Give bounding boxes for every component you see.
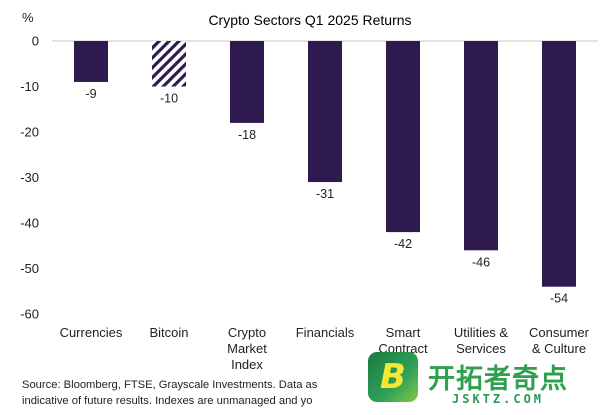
watermark-logo-letter: B [380,357,406,397]
category-label: Bitcoin [149,325,188,340]
category-label: Financials [296,325,355,340]
source-line: Source: Bloomberg, FTSE, Grayscale Inves… [22,379,318,391]
data-label: -54 [550,292,568,306]
data-label: -10 [160,92,178,106]
data-label: -46 [472,255,490,269]
category-label: Services [456,341,506,356]
y-tick-label: -20 [20,125,39,140]
category-label: & Culture [532,341,586,356]
y-tick-label: -30 [20,170,39,185]
y-tick-label: -50 [20,261,39,276]
watermark-url: JSKTZ.COM [452,392,545,406]
category-label: Crypto [228,325,266,340]
y-axis-unit-label: % [22,10,34,25]
y-tick-label: -60 [20,307,39,322]
bar [308,41,342,183]
category-label: Utilities & [454,325,509,340]
category-label: Currencies [60,325,123,340]
y-tick-label: -10 [20,79,39,94]
bar [152,41,186,87]
data-label: -18 [238,128,256,142]
category-label: Smart [386,325,421,340]
data-label: -31 [316,187,334,201]
watermark-logo: B [368,352,418,402]
category-label: Index [231,357,263,370]
bar [542,41,576,287]
source-note: Source: Bloomberg, FTSE, Grayscale Inves… [22,377,362,409]
bar [386,41,420,233]
category-label: Consumer [529,325,590,340]
y-tick-label: -40 [20,216,39,231]
bar [230,41,264,123]
source-line: indicative of future results. Indexes ar… [22,395,313,407]
data-label: -9 [85,87,96,101]
y-tick-label: 0 [32,34,39,49]
chart-title: Crypto Sectors Q1 2025 Returns [208,12,411,28]
watermark-brand: 开拓者奇点 [428,364,568,395]
bar [74,41,108,82]
category-label: Market [227,341,267,356]
bar-chart: Crypto Sectors Q1 2025 Returns % 0 -10 -20… [20,10,598,370]
bar [464,41,498,251]
data-label: -42 [394,237,412,251]
